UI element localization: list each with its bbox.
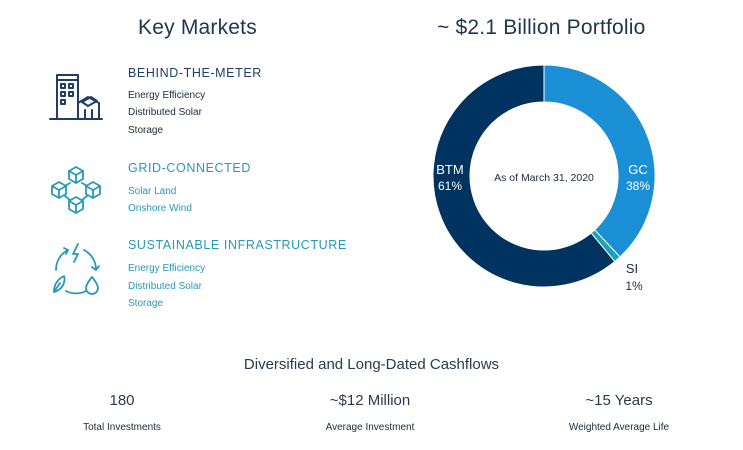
slice-value-si: 1% bbox=[625, 279, 643, 293]
key-markets-heading: Key Markets bbox=[138, 16, 257, 39]
slice-label-si: SI bbox=[626, 261, 638, 276]
slice-label-gc: GC bbox=[628, 162, 648, 177]
market-item: Energy Efficiency bbox=[128, 263, 206, 274]
stat-total-investments: 180 Total Investments bbox=[22, 392, 222, 433]
stat-value: 180 bbox=[109, 392, 135, 409]
market-item: Energy Efficiency bbox=[128, 90, 206, 101]
slice-label-btm: BTM bbox=[436, 162, 463, 177]
market-title-grid-connected: GRID-CONNECTED bbox=[128, 161, 251, 175]
cashflows-heading: Diversified and Long-Dated Cashflows bbox=[243, 356, 500, 373]
sustainability-cycle-icon bbox=[48, 240, 104, 298]
stat-label: Weighted Average Life bbox=[568, 422, 670, 433]
stat-weighted-average-life: ~15 Years Weighted Average Life bbox=[519, 392, 719, 433]
stat-label: Total Investments bbox=[83, 422, 161, 433]
building-icon bbox=[47, 70, 103, 124]
market-item: Storage bbox=[128, 298, 164, 309]
donut-center-label: As of March 31, 2020 bbox=[494, 172, 594, 184]
market-title-behind-the-meter: BEHIND-THE-METER bbox=[128, 66, 262, 80]
cubes-network-icon bbox=[48, 164, 104, 218]
slice-value-btm: 61% bbox=[438, 179, 462, 193]
slice-value-gc: 38% bbox=[626, 179, 650, 193]
market-item: Onshore Wind bbox=[128, 203, 192, 214]
market-item: Storage bbox=[128, 125, 164, 136]
market-item: Distributed Solar bbox=[128, 281, 202, 292]
slice-gc bbox=[543, 64, 656, 258]
stat-label: Average Investment bbox=[325, 422, 415, 433]
stat-value: ~15 Years bbox=[585, 392, 653, 409]
slice-btm bbox=[432, 64, 616, 288]
market-item: Solar Land bbox=[128, 186, 177, 197]
market-title-sustainable-infrastructure: SUSTAINABLE INFRASTRUCTURE bbox=[128, 238, 347, 252]
chart-title: ~ $2.1 Billion Portfolio bbox=[437, 16, 646, 39]
portfolio-donut-chart: As of March 31, 2020 GC 38% BTM 61% SI 1… bbox=[432, 64, 656, 293]
market-item: Distributed Solar bbox=[128, 107, 202, 118]
stat-value: ~$12 Million bbox=[329, 392, 411, 409]
stat-average-investment: ~$12 Million Average Investment bbox=[270, 392, 470, 433]
